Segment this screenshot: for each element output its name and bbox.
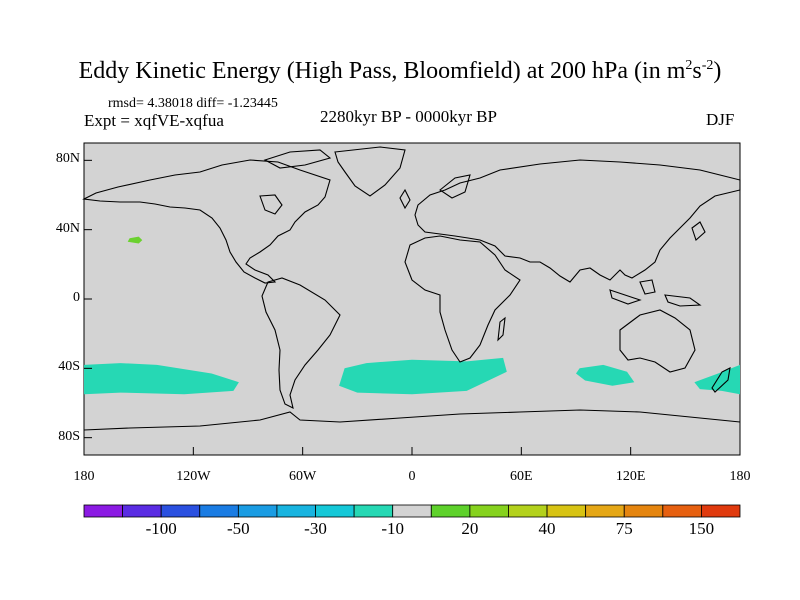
colorbar-swatch [160, 504, 201, 518]
coastline-british-isles [399, 188, 411, 210]
coastline-north-america [82, 159, 331, 284]
colorbar-swatch [83, 504, 123, 518]
x-tick-label: 0 [408, 469, 416, 484]
colorbar-swatch [662, 504, 702, 518]
coastline-arctic-islands [263, 149, 332, 169]
colorbar-swatch [392, 504, 432, 518]
anomaly-region-south-atlantic-negative [339, 357, 507, 395]
colorbar-label: 20 [461, 519, 479, 538]
season-label: DJF [706, 110, 735, 129]
y-tick-label: 0 [73, 290, 80, 305]
period-label: 2280kyr BP - 0000kyr BP [320, 107, 497, 126]
colorbar-swatch [237, 504, 278, 518]
colorbar-swatch [469, 504, 509, 518]
coastline-scandinavia [439, 174, 471, 199]
colorbar-swatch [701, 504, 741, 518]
colorbar-label: -50 [227, 519, 250, 538]
x-tick-label: 60W [289, 469, 317, 484]
x-axis [83, 447, 741, 455]
coastline-japan [691, 221, 706, 241]
colorbar-swatch [122, 504, 162, 518]
colorbar-swatch [623, 504, 664, 518]
coastline-australia [619, 309, 696, 373]
coastlines [82, 146, 741, 431]
chart-title: Eddy Kinetic Energy (High Pass, Bloomfie… [78, 58, 722, 84]
y-axis [84, 159, 92, 439]
coastline-greenland [334, 146, 406, 197]
anomaly-region-south-indian-negative [576, 364, 635, 386]
colorbar-label: 40 [538, 519, 556, 538]
coastline-hudson-bay [259, 194, 283, 215]
x-tick-label: 180 [73, 469, 95, 484]
x-tick-label: 120W [176, 469, 211, 484]
coastline-indonesia [609, 279, 702, 307]
colorbar-label: 150 [688, 519, 715, 538]
y-tick-label: 40S [58, 359, 80, 375]
colorbar-swatch [276, 504, 316, 518]
coastline-new-zealand [711, 367, 731, 393]
statistics-text: rmsd= 4.38018 diff= -1.23445 [108, 96, 278, 111]
colorbar-swatch [199, 504, 239, 518]
coastline-antarctica [83, 409, 741, 431]
map-background [83, 142, 741, 456]
y-tick-label: 80N [55, 151, 80, 167]
colorbar-swatch [430, 504, 471, 518]
colorbar-swatch [508, 504, 548, 518]
colorbar-swatch [315, 504, 355, 518]
colorbar [83, 504, 741, 518]
y-tick-label: 40N [55, 220, 80, 236]
y-tick-label: 80S [58, 428, 80, 444]
colorbar-label: -30 [304, 519, 327, 538]
anomaly-region-south-pacific-negative-west [84, 363, 239, 395]
colorbar-label: -100 [145, 519, 177, 538]
colorbar-swatch [585, 504, 625, 518]
colorbar-swatch [353, 504, 394, 518]
experiment-label: Expt = xqfVE-xqfua [84, 111, 224, 130]
colorbar-label: -10 [381, 519, 405, 538]
x-tick-label: 120E [615, 469, 646, 484]
coastline-madagascar [497, 316, 506, 342]
coastline-south-america [261, 277, 341, 410]
colorbar-label: 75 [615, 519, 633, 538]
anomaly-region-north-pacific-positive [127, 236, 143, 244]
coastline-eurasia [414, 159, 741, 283]
colorbar-swatch [546, 504, 587, 518]
x-tick-label: 60E [510, 469, 533, 484]
coastline-africa [404, 235, 521, 363]
x-tick-label: 180 [729, 469, 751, 484]
